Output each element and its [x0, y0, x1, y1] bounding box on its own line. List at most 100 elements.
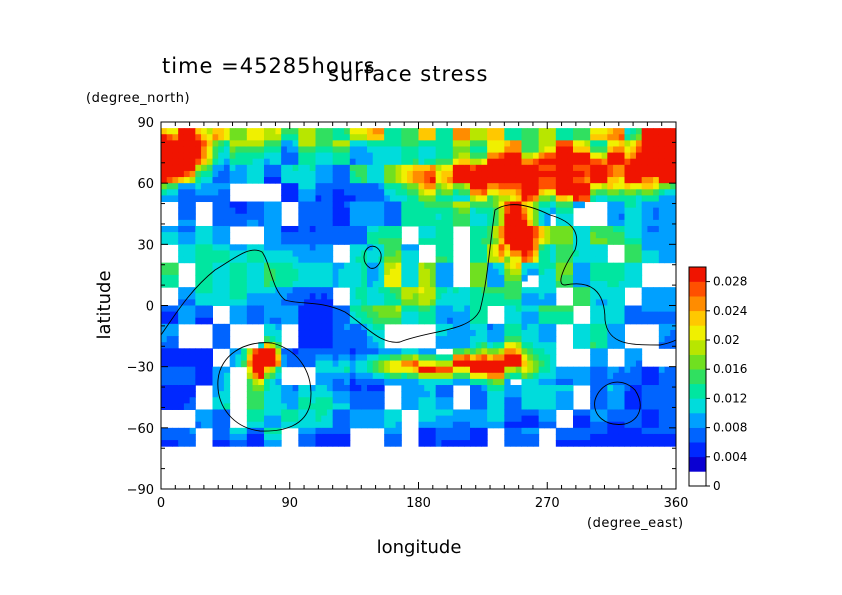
- field-cell: [195, 177, 202, 184]
- field-cell: [189, 219, 196, 227]
- field-cell: [492, 146, 500, 154]
- field-cell: [378, 134, 385, 141]
- field-cell: [498, 281, 505, 288]
- field-cell: [281, 360, 288, 368]
- field-cell: [344, 433, 351, 441]
- field-cell: [470, 293, 477, 300]
- field-cell: [435, 385, 442, 392]
- field-cell: [395, 207, 402, 215]
- field-cell: [613, 207, 620, 215]
- field-cell: [521, 158, 528, 166]
- field-cell: [326, 232, 334, 239]
- field-cell: [641, 391, 648, 398]
- field-cell: [510, 433, 517, 441]
- field-cell: [309, 189, 316, 196]
- field-cell: [344, 336, 351, 343]
- field-cell: [372, 415, 379, 423]
- field-cell: [464, 140, 471, 147]
- field-cell: [435, 403, 442, 410]
- field-cell: [664, 323, 671, 331]
- field-cell: [229, 164, 236, 172]
- field-cell: [201, 366, 208, 374]
- field-cell: [189, 391, 196, 398]
- field-cell: [418, 403, 425, 410]
- field-cell: [418, 305, 425, 313]
- field-cell: [498, 250, 505, 258]
- field-cell: [573, 293, 580, 300]
- field-cell: [183, 433, 191, 441]
- field-cell: [458, 134, 465, 141]
- field-cell: [521, 146, 528, 154]
- field-cell: [441, 360, 448, 368]
- field-cell: [664, 207, 671, 215]
- field-cell: [487, 207, 494, 215]
- field-cell: [647, 207, 654, 215]
- field-cell: [315, 391, 322, 398]
- field-cell: [618, 158, 625, 166]
- field-cell: [429, 268, 437, 276]
- field-cell: [538, 299, 545, 306]
- field-cell: [618, 287, 625, 294]
- field-cell: [475, 372, 482, 380]
- field-cell: [269, 146, 276, 154]
- field-cell: [281, 225, 288, 233]
- field-cell: [435, 342, 442, 349]
- field-cell: [435, 170, 442, 178]
- field-cell: [384, 146, 391, 154]
- field-cell: [424, 134, 431, 141]
- field-cell: [349, 256, 357, 264]
- field-cell: [435, 268, 442, 276]
- field-cell: [532, 219, 540, 227]
- field-cell: [264, 225, 271, 233]
- field-cell: [212, 201, 219, 209]
- field-cell: [309, 336, 316, 343]
- field-cell: [206, 164, 213, 172]
- field-cell: [361, 360, 368, 368]
- field-cell: [653, 152, 660, 160]
- field-cell: [252, 366, 259, 374]
- field-cell: [607, 427, 614, 435]
- field-cell: [595, 146, 603, 154]
- field-cell: [326, 403, 334, 410]
- field-cell: [567, 268, 574, 276]
- field-cell: [304, 440, 311, 447]
- field-cell: [613, 409, 620, 417]
- field-cell: [613, 213, 620, 221]
- field-cell: [201, 299, 208, 306]
- field-cell: [258, 378, 265, 386]
- field-cell: [424, 213, 431, 221]
- field-cell: [532, 158, 540, 166]
- colorbar-segment: [689, 325, 706, 341]
- field-cell: [361, 164, 368, 172]
- field-cell: [241, 152, 248, 160]
- field-cell: [630, 164, 637, 172]
- field-cell: [384, 244, 391, 251]
- field-cell: [201, 238, 208, 245]
- field-cell: [670, 409, 676, 417]
- field-cell: [452, 299, 460, 306]
- field-cell: [183, 354, 191, 362]
- field-cell: [269, 299, 276, 306]
- field-cell: [378, 342, 385, 349]
- field-cell: [235, 152, 242, 160]
- field-cell: [178, 244, 185, 251]
- field-cell: [532, 225, 540, 233]
- field-cell: [344, 274, 351, 282]
- field-cell: [595, 189, 603, 196]
- field-cell: [630, 391, 637, 398]
- colorbar-segment: [689, 398, 706, 414]
- field-cell: [241, 201, 248, 209]
- field-cell: [670, 128, 676, 135]
- field-cell: [412, 250, 419, 258]
- field-cell: [281, 348, 288, 355]
- field-cell: [515, 177, 522, 184]
- field-cell: [561, 378, 568, 386]
- field-cell: [321, 238, 328, 245]
- field-cell: [527, 146, 534, 154]
- field-cell: [321, 336, 328, 343]
- field-cell: [201, 268, 208, 276]
- field-cell: [464, 440, 471, 447]
- field-cell: [315, 158, 322, 166]
- field-cell: [304, 360, 311, 368]
- field-cell: [555, 225, 563, 233]
